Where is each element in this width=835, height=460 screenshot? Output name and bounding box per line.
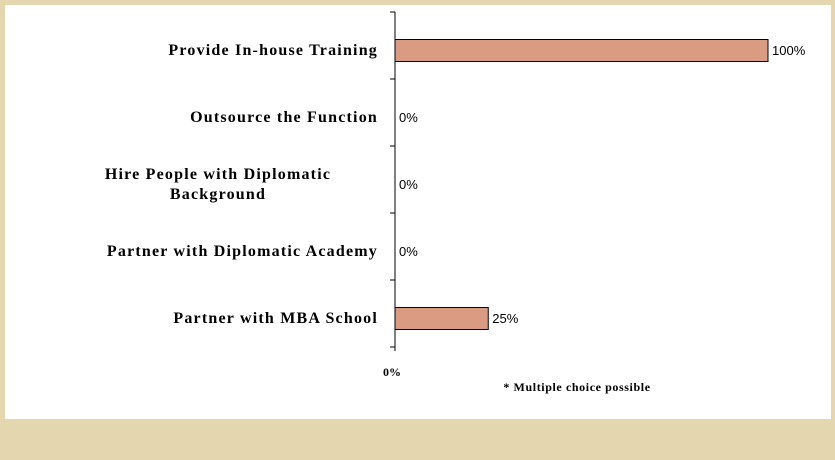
value-label: 0%: [399, 244, 418, 259]
value-label: 25%: [492, 311, 518, 326]
category-label-box: Partner with MBA School: [173, 289, 378, 349]
category-label: Hire People with Diplomatic Background: [104, 165, 332, 203]
category-label-box: Partner with Diplomatic Academy: [107, 222, 378, 282]
category-label-box: Outsource the Function: [190, 88, 378, 148]
value-label: 0%: [399, 110, 418, 125]
category-label-box: Provide In-house Training: [168, 21, 378, 81]
category-label: Provide In-house Training: [168, 41, 378, 59]
category-label: Outsource the Function: [190, 108, 378, 126]
bar: [394, 39, 769, 62]
value-label: 100%: [772, 43, 806, 58]
category-label: Partner with MBA School: [173, 309, 378, 327]
bar: [394, 307, 489, 330]
chart-panel: [5, 5, 831, 419]
category-label: Partner with Diplomatic Academy: [106, 242, 378, 260]
x-tick-label: 0%: [383, 365, 401, 379]
category-label-box: Hire People with Diplomatic Background: [58, 155, 378, 215]
annotation: * Multiple choice possible: [503, 380, 650, 394]
value-label: 0%: [399, 177, 418, 192]
